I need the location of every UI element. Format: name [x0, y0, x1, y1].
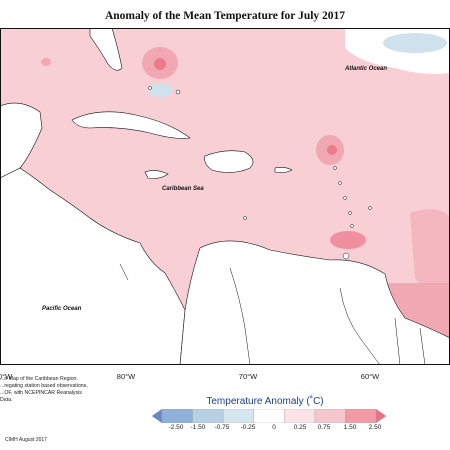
cool-patch-atlantic — [383, 33, 447, 53]
note-line: ...regating station based observations, — [0, 383, 88, 389]
legend-swatch — [152, 409, 163, 423]
legend-swatch — [345, 409, 377, 423]
map-note: ...n Map of the Caribbean Region. ...reg… — [0, 376, 90, 404]
land-jamaica — [144, 170, 169, 179]
anomaly-map: Atlantic Ocean Caribbean Sea Pacific Oce… — [0, 28, 450, 365]
lon-label-80w: 80°W — [116, 372, 136, 381]
legend-swatch — [192, 409, 224, 423]
legend-swatch — [222, 409, 254, 423]
land-cuba — [71, 111, 191, 139]
legend-swatch — [375, 409, 386, 423]
warm-patch-trinidad — [330, 231, 366, 249]
land-central-america — [0, 167, 186, 365]
lon-label-60w: 60°W — [360, 372, 380, 381]
warm-spot-gulf — [41, 58, 51, 66]
legend-tick: -0.75 — [214, 424, 230, 431]
note-line: ...n Map of the Caribbean Region. — [0, 376, 78, 382]
border-suriname-guiana — [419, 327, 426, 365]
legend-tick: 1.50 — [343, 424, 357, 431]
border-venezuela-guyana — [339, 287, 381, 365]
land-south-america — [179, 240, 450, 365]
legend-title: Temperature Anomaly (˚C) — [206, 396, 324, 407]
legend-tick: 0 — [272, 424, 276, 431]
legend-swatch — [253, 409, 285, 423]
legend-swatch — [314, 409, 346, 423]
label-pacific-ocean: Pacific Ocean — [42, 306, 82, 312]
warm-patch-east — [410, 209, 450, 292]
credit-text: CIMH August 2017 — [5, 437, 47, 443]
map-title: Anomaly of the Mean Temperature for July… — [104, 10, 346, 22]
land-florida — [89, 28, 123, 71]
label-atlantic-ocean: Atlantic Ocean — [344, 66, 387, 72]
label-caribbean-sea: Caribbean Sea — [162, 186, 204, 192]
land-hispaniola — [204, 150, 254, 173]
legend-tick: 2.50 — [368, 424, 382, 431]
legend-tick: -1.50 — [190, 424, 206, 431]
hot-spot-bahamas — [154, 58, 166, 70]
border-guyana-suriname — [394, 317, 401, 365]
legend-tick: 0.75 — [317, 424, 331, 431]
legend-swatch — [161, 409, 193, 423]
legend-tick: -2.50 — [168, 424, 184, 431]
legend-swatch — [284, 409, 316, 423]
cool-patch-bahamas — [148, 83, 172, 97]
legend-tick: 0.25 — [293, 424, 307, 431]
border-panama — [119, 263, 129, 281]
hot-spot-leeward — [327, 145, 337, 155]
lon-label-90w: 90°W — [0, 372, 13, 381]
legend-tick: -0.25 — [240, 424, 256, 431]
note-line: ...OF, with NCEPINCAR Reanalysis Data. — [0, 390, 82, 403]
legend-color-bar — [152, 409, 386, 423]
border-colombia-venezuela — [229, 267, 251, 365]
land-puerto-rico — [274, 167, 293, 173]
lon-label-70w: 70°W — [238, 372, 258, 381]
